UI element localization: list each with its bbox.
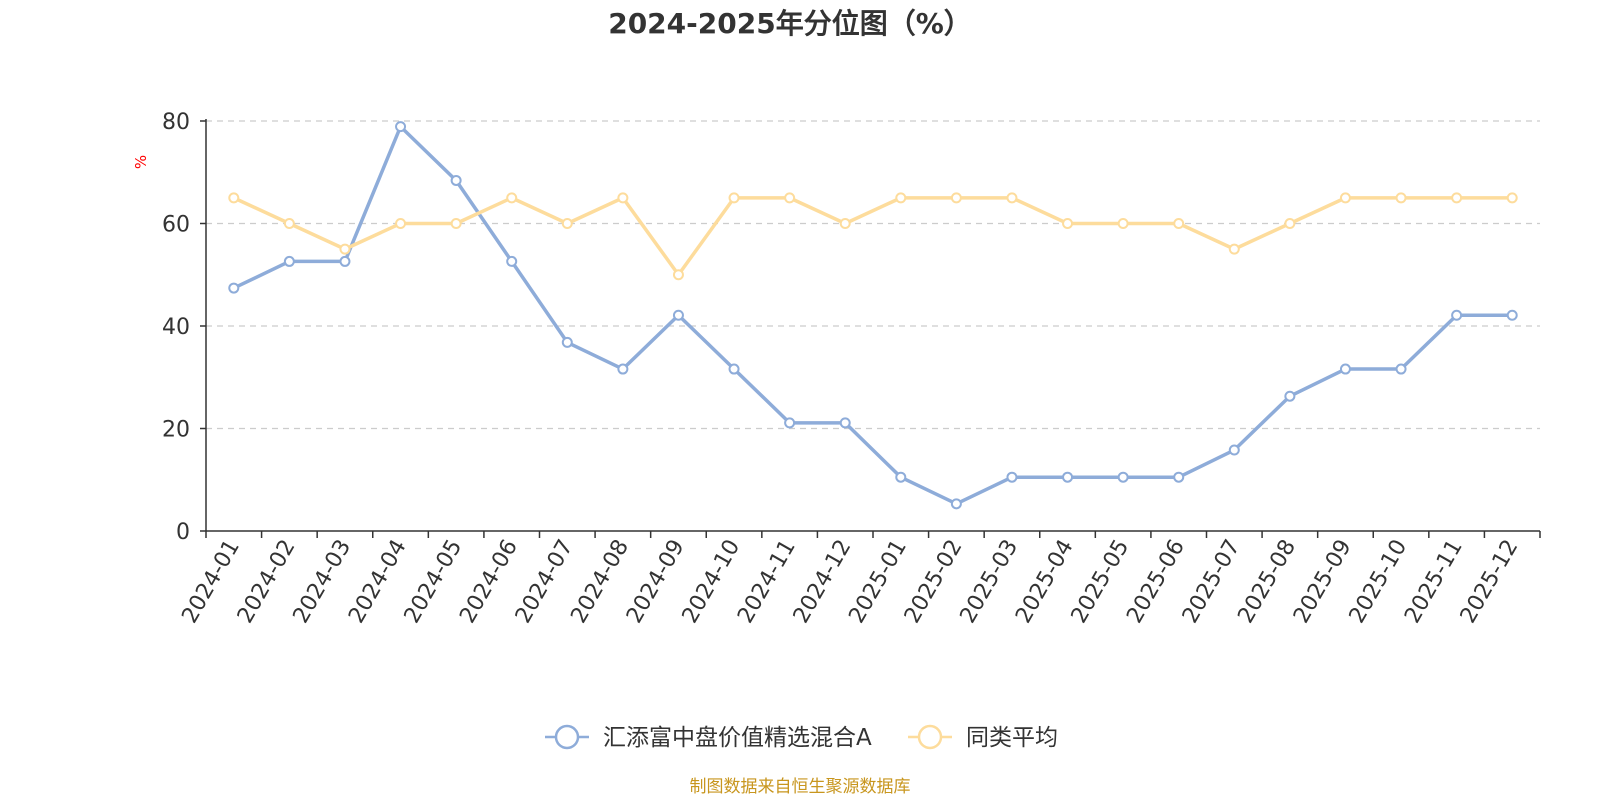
data-point [1506,192,1518,204]
data-point [617,363,629,375]
data-point [450,174,462,186]
data-point [561,218,573,229]
data-point [506,192,518,204]
series-1 [228,121,1518,510]
data-point [283,218,295,229]
data-point [228,192,240,204]
data-point [228,282,240,294]
legend-marker [917,724,943,750]
data-point [895,192,907,204]
data-point [1228,243,1240,255]
y-tick-label: 20 [162,418,190,443]
legend-marker [554,724,580,750]
data-point [450,218,462,229]
data-point [728,192,740,204]
y-tick-label: 0 [176,520,190,545]
series-line [232,124,1514,506]
data-point [1006,471,1018,483]
data-point [1117,218,1129,229]
data-point [1451,309,1463,321]
data-point [839,218,851,229]
legend-item-1: 汇添富中盘价值精选混合A [545,724,872,751]
axes: 0204060802024-012024-022024-032024-04202… [162,110,1541,628]
data-point [1395,363,1407,375]
data-point [672,309,684,321]
data-point [506,255,518,267]
legend-label: 同类平均 [966,725,1058,751]
data-point [1062,218,1074,229]
data-point [784,192,796,204]
data-point [1451,192,1463,204]
data-point [561,336,573,348]
data-point [784,417,796,429]
data-point [1284,390,1296,402]
series-lines [228,121,1518,510]
data-point [395,218,407,229]
y-axis-label: % [132,155,150,169]
data-point [728,363,740,375]
y-tick-label: 40 [162,315,190,340]
data-point [839,417,851,429]
data-point [1006,192,1018,204]
data-point [1284,218,1296,229]
y-tick-label: 80 [162,110,190,135]
data-point [617,192,629,204]
data-point [1173,471,1185,483]
legend-item-2: 同类平均 [908,724,1058,751]
legend: 汇添富中盘价值精选混合A 同类平均 [545,724,1058,751]
data-point [1339,363,1351,375]
data-point [1117,471,1129,483]
data-point [1506,309,1518,321]
data-point [1062,471,1074,483]
data-point [1339,192,1351,204]
data-point [339,243,351,255]
series-line [232,196,1514,277]
data-point [1228,444,1240,456]
y-tick-label: 60 [162,213,190,238]
data-point [1173,218,1185,229]
chart-title: 2024-2025年分位图（%） [608,7,972,40]
data-point [950,192,962,204]
legend-label: 汇添富中盘价值精选混合A [603,725,872,751]
series-2 [228,192,1518,281]
source-note: 制图数据来自恒生聚源数据库 [690,777,911,797]
data-point [950,498,962,510]
data-point [1395,192,1407,204]
data-point [339,255,351,267]
grid-lines [206,120,1540,430]
data-point [283,255,295,267]
data-point [895,471,907,483]
data-point [395,121,407,133]
data-point [672,269,684,281]
